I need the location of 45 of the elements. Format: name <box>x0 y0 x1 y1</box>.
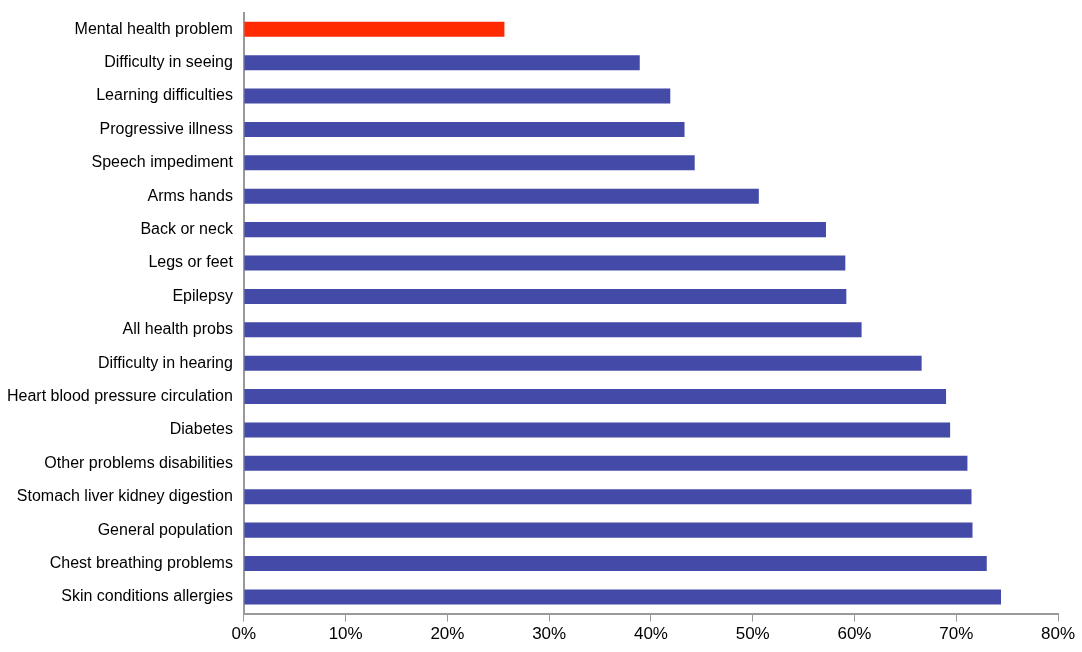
x-tick-label: 0% <box>231 624 257 644</box>
bar <box>244 155 695 171</box>
bar <box>244 355 922 371</box>
bar <box>244 88 671 104</box>
x-tick-label: 60% <box>837 624 872 644</box>
bar <box>244 389 947 405</box>
bar <box>244 422 951 438</box>
x-tick-label: 40% <box>633 624 668 644</box>
y-tick-label: Chest breathing problems <box>49 553 233 571</box>
x-tick-label: 30% <box>532 624 567 644</box>
y-tick-label: Other problems disabilities <box>44 453 233 471</box>
bar <box>244 589 1002 605</box>
bar <box>244 288 847 304</box>
x-tick-label: 20% <box>430 624 465 644</box>
bar <box>244 556 987 572</box>
y-tick-label: Arms hands <box>147 186 233 204</box>
x-tick-label: 70% <box>939 624 974 644</box>
y-tick-label: Heart blood pressure circulation <box>7 386 233 404</box>
x-tick-label: 80% <box>1040 624 1076 644</box>
y-tick-label: Skin conditions allergies <box>61 587 233 605</box>
y-tick-label: Stomach liver kidney digestion <box>16 487 233 505</box>
bar <box>244 522 973 538</box>
y-tick-label: Difficulty in hearing <box>98 353 233 371</box>
x-tick-label: 50% <box>735 624 770 644</box>
bar <box>244 255 846 271</box>
y-tick-label: Difficulty in seeing <box>104 53 233 71</box>
y-tick-label: Legs or feet <box>148 253 234 271</box>
bar <box>244 188 759 204</box>
x-tick-label: 10% <box>328 624 363 644</box>
y-tick-label: Epilepsy <box>172 286 233 304</box>
y-tick-label: Progressive illness <box>99 119 233 137</box>
y-tick-label: Speech impediment <box>91 153 234 171</box>
bar <box>244 222 826 238</box>
y-tick-label: Back or neck <box>140 220 234 238</box>
y-tick-label: All health probs <box>122 320 233 338</box>
bar <box>244 322 862 338</box>
bar <box>244 55 640 71</box>
y-tick-label: General population <box>97 520 233 538</box>
bar <box>244 489 972 505</box>
bar <box>244 21 505 37</box>
y-tick-label: Diabetes <box>169 420 233 438</box>
y-tick-label: Learning difficulties <box>96 86 233 104</box>
bar <box>244 121 685 137</box>
bar <box>244 455 968 471</box>
y-tick-label: Mental health problem <box>74 19 233 37</box>
